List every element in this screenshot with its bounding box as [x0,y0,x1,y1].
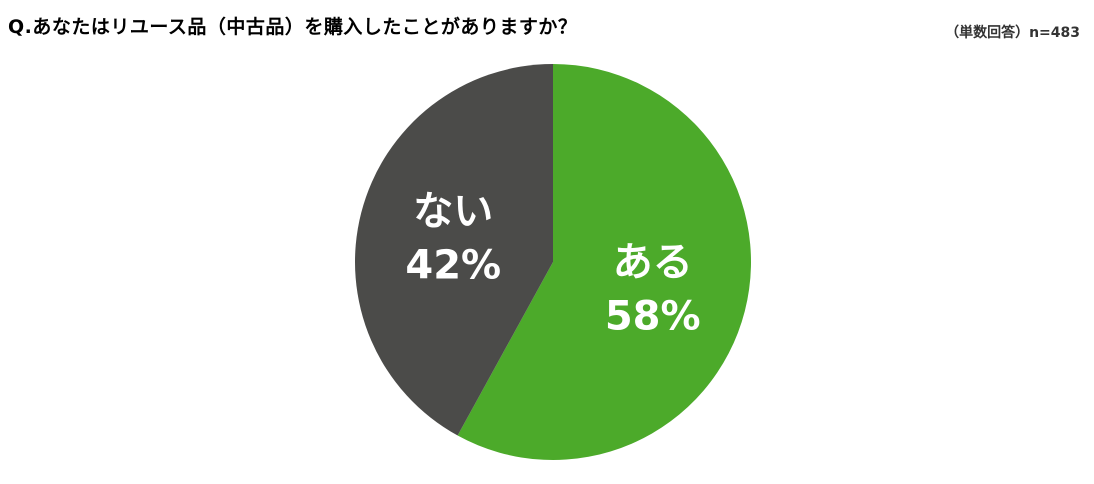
slice-percent-label: 42% [405,242,501,288]
sample-size-note: （単数回答）n=483 [945,25,1080,41]
pie-slice-0 [457,64,752,460]
slice-category-label: ある [613,240,693,286]
pie-slice-1 [355,64,553,436]
slice-category-label: ない [413,188,493,234]
slice-percent-label: 58% [605,294,701,340]
question-title: Q.あなたはリユース品（中古品）を購入したことがありますか？ [8,16,578,38]
